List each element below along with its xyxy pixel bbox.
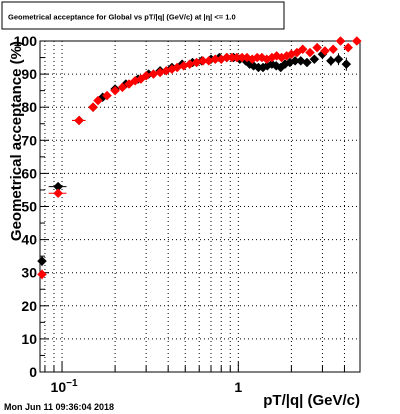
diamond-marker: [305, 47, 315, 58]
y-tick-label: 60: [21, 165, 37, 181]
data-point: [88, 102, 98, 113]
x-tick-label: 10−1: [51, 378, 78, 395]
diamond-marker: [320, 46, 330, 56]
diamond-marker: [309, 54, 320, 65]
data-point: [335, 36, 346, 46]
diamond-marker: [124, 79, 134, 89]
y-tick-labels: 0 10 20 30 40 50 60 70 80 90 100: [14, 33, 38, 380]
data-point: [305, 47, 315, 58]
diamond-marker: [312, 42, 323, 53]
data-point: [333, 53, 344, 66]
y-tick-label: 0: [29, 364, 37, 380]
data-point: [72, 115, 86, 126]
diamond-marker: [302, 57, 312, 68]
diamond-marker: [102, 90, 112, 101]
data-point: [312, 42, 323, 53]
data-point: [37, 256, 47, 267]
y-axis-title: Geometrical acceptance (%): [8, 41, 25, 241]
diamond-marker: [93, 95, 103, 106]
data-point: [117, 82, 128, 93]
y-tick-label: 10: [21, 331, 37, 347]
y-tick-label: 90: [21, 66, 37, 82]
data-point: [302, 57, 312, 68]
x-tick-labels: 10−1 1: [51, 378, 243, 395]
y-tick-label: 100: [14, 33, 38, 49]
x-axis-title: pT/|q| (GeV/c): [263, 392, 360, 409]
title-box: [1, 1, 285, 30]
data-point: [343, 42, 354, 53]
diamond-marker: [328, 44, 338, 55]
diamond-marker: [297, 44, 308, 55]
axis-ticks: [40, 40, 345, 373]
data-point: [124, 79, 134, 89]
diamond-marker: [343, 42, 354, 53]
chart-title: Geometrical acceptance for Global vs pT/…: [8, 13, 236, 22]
data-point: [320, 46, 330, 56]
y-tick-label: 20: [21, 298, 37, 314]
footer-timestamp: Mon Jun 11 09:36:04 2018: [4, 402, 114, 412]
data-point: [328, 44, 338, 55]
data-point: [297, 44, 308, 55]
diamond-marker: [341, 59, 352, 70]
data-point: [48, 181, 67, 192]
data-point: [37, 269, 47, 280]
data-point: [110, 85, 120, 96]
data-point: [309, 54, 320, 65]
y-tick-label: 40: [21, 232, 37, 248]
y-tick-label: 70: [21, 132, 37, 148]
diamond-marker: [335, 36, 346, 46]
diamond-marker: [117, 82, 128, 93]
data-point: [351, 36, 362, 46]
data-point: [102, 90, 112, 101]
diamond-marker: [351, 36, 362, 46]
x-tick-label: 1: [234, 379, 242, 395]
y-tick-label: 50: [21, 199, 37, 215]
y-tick-label: 30: [21, 265, 37, 281]
y-tick-label: 80: [21, 99, 37, 115]
grid: [40, 41, 360, 372]
data-point: [341, 57, 352, 71]
diamond-marker: [333, 54, 344, 65]
data-marks: [37, 36, 362, 280]
diamond-marker: [37, 256, 47, 266]
diamond-marker: [74, 115, 84, 126]
diamond-marker: [88, 102, 98, 113]
diamond-marker: [110, 85, 120, 96]
data-point: [48, 188, 67, 199]
diamond-marker: [37, 269, 47, 280]
diamond-marker: [53, 188, 63, 199]
data-point: [93, 95, 103, 106]
